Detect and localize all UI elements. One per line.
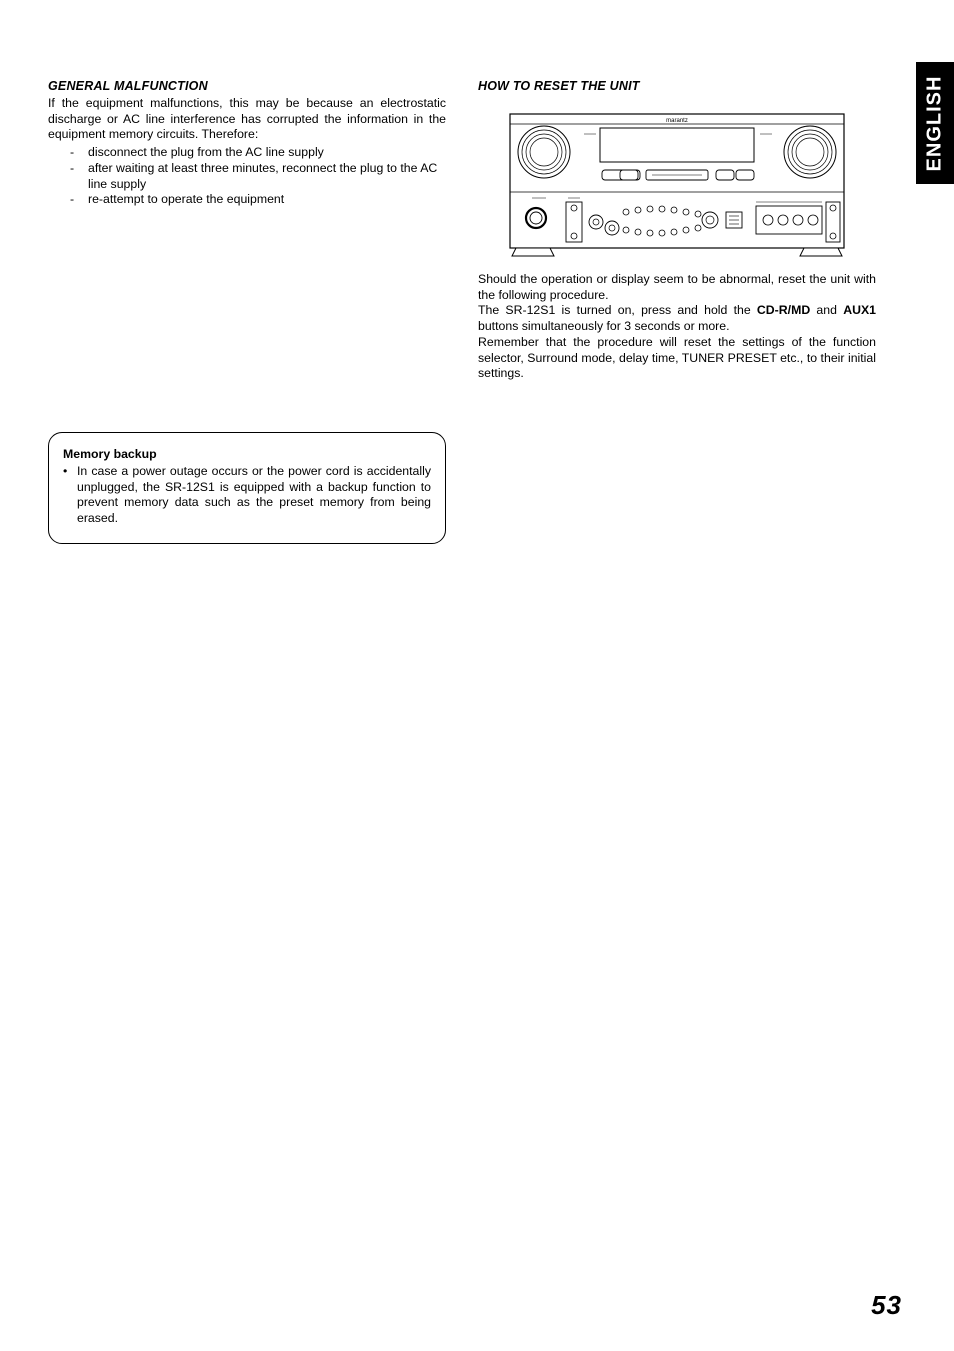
memory-backup-box: Memory backup • In case a power outage o…: [48, 432, 446, 544]
cdr-md-label: CD-R/MD: [757, 303, 810, 317]
list-item: - after waiting at least three minutes, …: [70, 161, 446, 192]
reset-paragraph-2: The SR-12S1 is turned on, press and hold…: [478, 303, 876, 334]
list-item: - re-attempt to operate the equipment: [70, 192, 446, 208]
language-tab-label: ENGLISH: [924, 75, 947, 171]
dash-icon: -: [70, 161, 78, 192]
reset-unit-heading: HOW TO RESET THE UNIT: [478, 78, 876, 94]
memory-backup-item: • In case a power outage occurs or the p…: [63, 464, 431, 527]
right-column: HOW TO RESET THE UNIT marantz: [478, 78, 876, 544]
memory-backup-title: Memory backup: [63, 447, 431, 463]
aux1-label: AUX1: [843, 303, 876, 317]
malfunction-steps-list: - disconnect the plug from the AC line s…: [48, 145, 446, 208]
page-number: 53: [871, 1290, 902, 1321]
page-content: GENERAL MALFUNCTION If the equipment mal…: [48, 78, 906, 544]
list-item-text: disconnect the plug from the AC line sup…: [88, 145, 446, 161]
dash-icon: -: [70, 192, 78, 208]
general-malfunction-heading: GENERAL MALFUNCTION: [48, 78, 446, 94]
list-item-text: after waiting at least three minutes, re…: [88, 161, 446, 192]
reset-p2-post: buttons simultaneously for 3 seconds or …: [478, 319, 730, 333]
list-item: - disconnect the plug from the AC line s…: [70, 145, 446, 161]
general-malfunction-intro: If the equipment malfunctions, this may …: [48, 96, 446, 143]
memory-backup-text: In case a power outage occurs or the pow…: [77, 464, 431, 527]
dash-icon: -: [70, 145, 78, 161]
receiver-front-panel-icon: marantz: [504, 110, 850, 258]
reset-paragraph-3: Remember that the procedure will reset t…: [478, 335, 876, 382]
list-item-text: re-attempt to operate the equipment: [88, 192, 446, 208]
device-illustration: marantz: [478, 110, 876, 258]
reset-p2-pre: The SR-12S1 is turned on, press and hold…: [478, 303, 757, 317]
left-column: GENERAL MALFUNCTION If the equipment mal…: [48, 78, 446, 544]
language-tab: ENGLISH: [916, 62, 954, 184]
reset-paragraph-1: Should the operation or display seem to …: [478, 272, 876, 303]
device-brand-label: marantz: [666, 118, 688, 124]
reset-p2-mid: and: [810, 303, 843, 317]
two-column-layout: GENERAL MALFUNCTION If the equipment mal…: [48, 78, 906, 544]
bullet-icon: •: [63, 464, 71, 527]
